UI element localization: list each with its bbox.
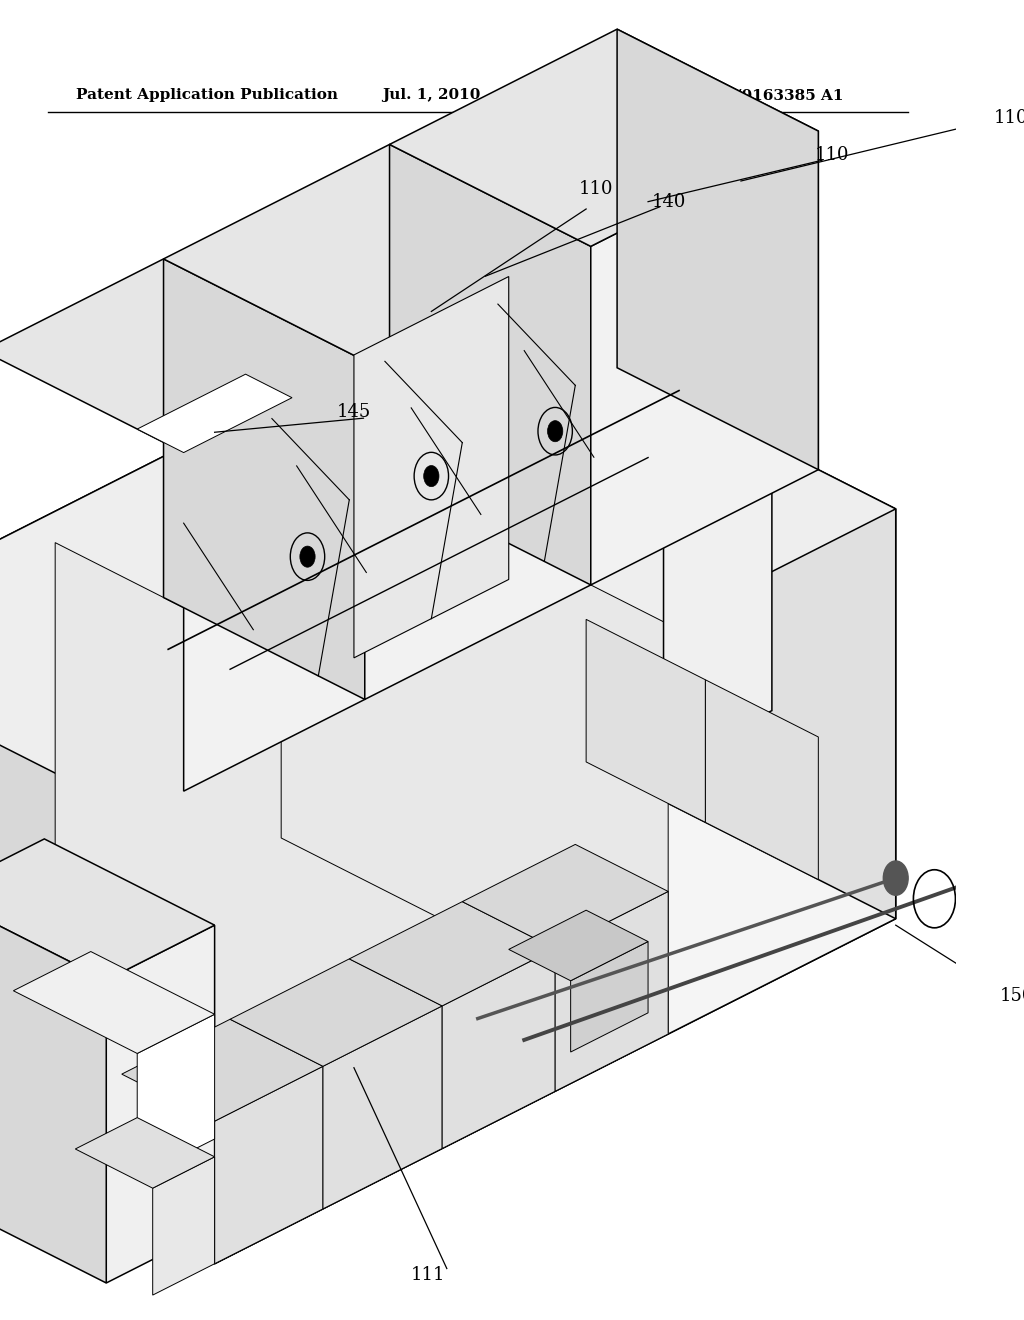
Circle shape xyxy=(424,466,439,487)
Polygon shape xyxy=(389,144,591,585)
Text: FIG. 3: FIG. 3 xyxy=(412,147,544,183)
Text: Patent Application Publication: Patent Application Publication xyxy=(77,88,339,102)
Polygon shape xyxy=(462,845,669,949)
Polygon shape xyxy=(153,1156,215,1295)
Polygon shape xyxy=(323,1006,442,1209)
Text: RELATED  ART: RELATED ART xyxy=(390,203,566,224)
Polygon shape xyxy=(591,131,818,585)
Polygon shape xyxy=(137,1014,215,1179)
Circle shape xyxy=(548,421,563,442)
Polygon shape xyxy=(282,428,669,1034)
Polygon shape xyxy=(215,1067,323,1263)
Text: 110: 110 xyxy=(579,181,613,198)
Text: US 2010/0163385 A1: US 2010/0163385 A1 xyxy=(665,88,844,102)
Polygon shape xyxy=(137,374,292,453)
Circle shape xyxy=(974,855,1004,898)
Polygon shape xyxy=(442,949,555,1148)
Polygon shape xyxy=(0,259,365,453)
Polygon shape xyxy=(555,257,617,396)
Polygon shape xyxy=(0,708,896,1263)
Polygon shape xyxy=(0,840,215,979)
Text: Jul. 1, 2010: Jul. 1, 2010 xyxy=(382,88,480,102)
Polygon shape xyxy=(586,619,706,822)
Polygon shape xyxy=(478,297,896,919)
Polygon shape xyxy=(509,911,648,981)
Polygon shape xyxy=(76,1118,215,1188)
Polygon shape xyxy=(55,543,442,1148)
Polygon shape xyxy=(230,958,442,1067)
Text: Sheet 3 of 9: Sheet 3 of 9 xyxy=(511,88,613,102)
Polygon shape xyxy=(0,894,106,1283)
Polygon shape xyxy=(354,276,509,657)
Text: 110: 110 xyxy=(994,108,1024,127)
Text: 150: 150 xyxy=(1000,987,1024,1006)
Polygon shape xyxy=(664,408,772,766)
Polygon shape xyxy=(215,510,896,1263)
Polygon shape xyxy=(509,329,772,462)
Polygon shape xyxy=(617,29,818,470)
Circle shape xyxy=(884,861,908,895)
Polygon shape xyxy=(13,952,215,1053)
Polygon shape xyxy=(0,297,896,854)
Text: 140: 140 xyxy=(652,193,686,211)
Polygon shape xyxy=(122,1019,323,1121)
Polygon shape xyxy=(555,891,669,1092)
Circle shape xyxy=(300,546,315,568)
Polygon shape xyxy=(183,360,365,791)
Polygon shape xyxy=(164,259,365,700)
Polygon shape xyxy=(164,144,591,360)
Polygon shape xyxy=(0,297,478,1052)
Polygon shape xyxy=(706,680,818,879)
Polygon shape xyxy=(570,941,648,1052)
Polygon shape xyxy=(365,247,591,700)
Polygon shape xyxy=(389,29,818,247)
Text: 110: 110 xyxy=(814,147,849,164)
Polygon shape xyxy=(106,925,215,1283)
Text: 111: 111 xyxy=(411,1266,445,1284)
Text: 145: 145 xyxy=(337,403,371,421)
Polygon shape xyxy=(349,902,555,1006)
